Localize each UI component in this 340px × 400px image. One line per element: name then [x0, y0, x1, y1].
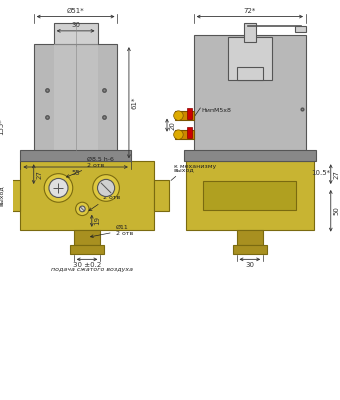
Bar	[244, 23, 256, 42]
Text: 55: 55	[71, 170, 80, 176]
Bar	[175, 130, 194, 139]
Bar	[74, 230, 100, 245]
Circle shape	[75, 202, 89, 216]
Bar	[154, 180, 169, 211]
Text: 30: 30	[71, 22, 80, 28]
Text: 50: 50	[334, 206, 340, 215]
Text: 61*: 61*	[132, 96, 138, 109]
Bar	[20, 150, 131, 161]
Bar	[186, 161, 313, 230]
Text: выход: выход	[0, 185, 3, 206]
Bar	[294, 26, 306, 32]
Text: 10.5*: 10.5*	[311, 170, 330, 176]
Text: 30: 30	[245, 262, 254, 268]
Text: Ø11
2 отв: Ø11 2 отв	[90, 225, 133, 238]
Text: НипМ5х8: НипМ5х8	[201, 108, 231, 113]
Bar	[175, 111, 194, 120]
Circle shape	[93, 175, 119, 201]
Text: 19: 19	[95, 216, 101, 225]
Circle shape	[174, 130, 183, 139]
Text: 27: 27	[37, 170, 42, 178]
Bar	[233, 245, 267, 254]
Bar	[20, 161, 154, 230]
Bar	[187, 127, 192, 138]
Bar	[187, 108, 192, 120]
Text: Ø8.5 h-6
2 отв: Ø8.5 h-6 2 отв	[67, 157, 114, 177]
Text: Ø5
2 отв: Ø5 2 отв	[89, 190, 120, 211]
Text: 72*: 72*	[244, 8, 256, 14]
Bar	[228, 36, 272, 80]
Circle shape	[174, 111, 183, 120]
Text: 27: 27	[334, 170, 340, 178]
Text: Ø51*: Ø51*	[67, 8, 84, 14]
Circle shape	[49, 178, 68, 198]
Text: 20: 20	[170, 121, 176, 130]
Bar	[203, 181, 296, 210]
Bar	[237, 67, 263, 80]
Bar	[194, 35, 306, 161]
Bar	[70, 245, 104, 254]
Text: к механизму: к механизму	[174, 164, 216, 168]
Text: выход: выход	[171, 167, 194, 180]
Text: 30 ±0.2: 30 ±0.2	[73, 262, 101, 268]
Bar	[184, 150, 316, 161]
Circle shape	[98, 179, 115, 196]
Circle shape	[80, 206, 85, 212]
Circle shape	[44, 174, 73, 202]
Bar	[54, 23, 98, 44]
Text: 155*: 155*	[0, 118, 4, 135]
Bar	[5, 180, 20, 211]
Bar	[54, 44, 98, 161]
Bar	[237, 230, 263, 245]
Text: подача сжатого воздуха: подача сжатого воздуха	[51, 267, 133, 272]
Bar	[34, 44, 118, 161]
